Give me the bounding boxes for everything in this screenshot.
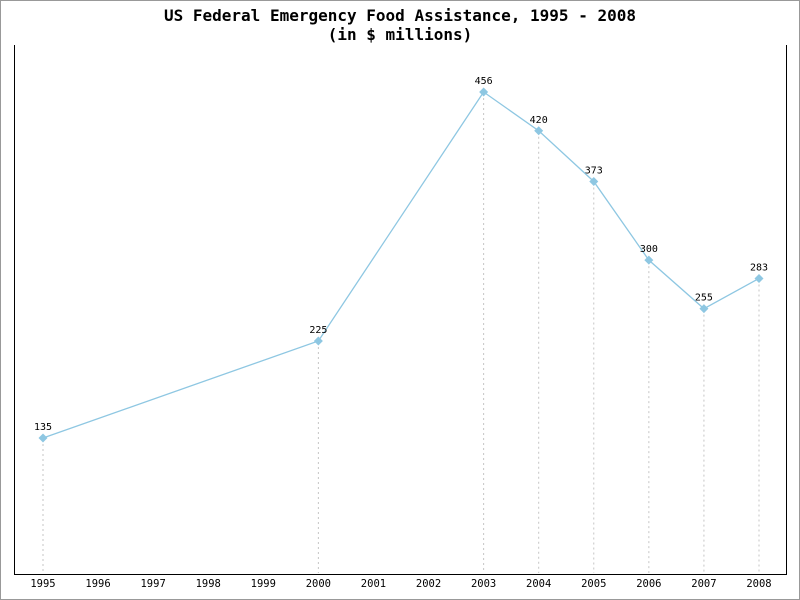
x-tick-label: 2002	[415, 578, 442, 590]
data-point-marker	[644, 255, 654, 265]
data-point-label: 456	[475, 76, 493, 87]
x-tick-label: 1996	[85, 578, 111, 590]
data-point-marker	[589, 176, 599, 186]
x-tick-label: 2006	[636, 578, 662, 590]
x-tick-label: 1995	[30, 578, 56, 590]
data-point-marker	[754, 273, 764, 283]
x-tick-label: 1998	[195, 578, 221, 590]
x-tick-label: 1999	[250, 578, 276, 590]
data-point-label: 255	[695, 293, 713, 304]
data-point-marker	[479, 87, 489, 97]
x-tick-label: 2000	[305, 578, 332, 590]
x-tick-label: 2007	[691, 578, 717, 590]
data-point-label: 225	[309, 325, 327, 336]
chart-title: US Federal Emergency Food Assistance, 19…	[163, 6, 636, 25]
data-point-marker	[313, 336, 323, 346]
data-point-marker	[699, 304, 709, 314]
x-tick-label: 2005	[581, 578, 607, 590]
data-point-label: 420	[530, 115, 548, 126]
data-point-label: 135	[34, 422, 52, 433]
x-tick-label: 1997	[140, 578, 166, 590]
data-point-marker	[38, 433, 48, 443]
data-point-label: 300	[640, 244, 658, 255]
plot-area: 135 225 456 420 373 300 255 283	[14, 45, 787, 575]
data-point-label: 283	[750, 262, 768, 273]
chart-subtitle: (in $ millions)	[327, 25, 473, 44]
data-line	[42, 91, 760, 439]
x-axis-labels: 1995 1996 1997 1998 1999 2000 2001 2002 2003 2004…	[15, 578, 786, 594]
x-tick-label: 2003	[470, 578, 497, 590]
x-tick-label: 2001	[360, 578, 387, 590]
x-tick-label: 2008	[746, 578, 772, 590]
x-tick-label: 2004	[526, 578, 552, 590]
data-point-marker	[534, 126, 544, 136]
data-point-label: 373	[585, 165, 603, 176]
line-chart-canvas: 135 225 456 420 373 300 255 283	[34, 76, 768, 573]
